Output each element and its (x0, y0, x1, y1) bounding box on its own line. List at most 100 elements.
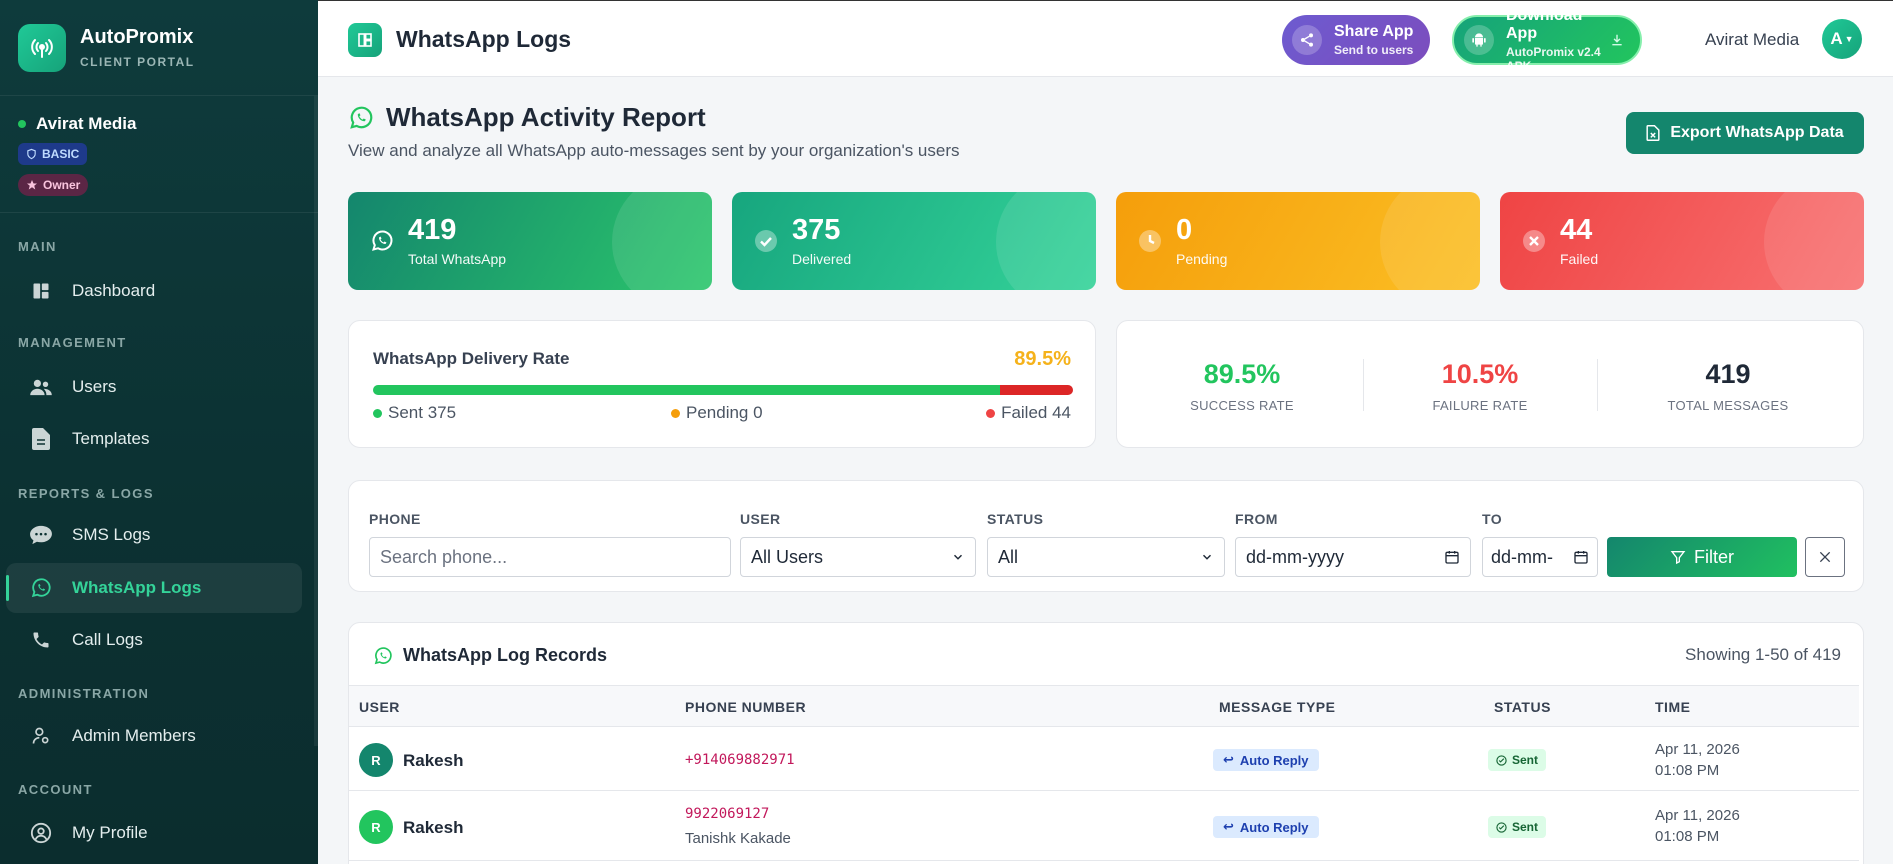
phone-icon (30, 629, 52, 651)
phone-filter-label: PHONE (369, 511, 421, 527)
row-time: Apr 11, 2026 01:08 PM (1655, 805, 1740, 847)
stat-card-delivered: 375 Delivered (732, 192, 1096, 290)
legend-dot (986, 408, 996, 418)
nav-section-management: MANAGEMENT (18, 335, 127, 350)
sidebar-item-label: Dashboard (72, 281, 156, 300)
sidebar-item-sms-logs[interactable]: SMS Logs (6, 510, 302, 560)
delivery-rate-title: WhatsApp Delivery Rate (373, 349, 570, 368)
delivery-rate-value: 89.5% (1014, 348, 1071, 370)
stat-value: 0 (1176, 213, 1193, 246)
row-date: Apr 11, 2026 (1655, 741, 1740, 758)
to-date-value: dd-mm- (1491, 546, 1553, 567)
shield-icon (27, 148, 36, 160)
check-circle-icon (1496, 821, 1507, 833)
metrics-card: 89.5% SUCCESS RATE 10.5% FAILURE RATE 41… (1116, 320, 1864, 448)
user-select[interactable]: All Users (740, 537, 976, 577)
column-user[interactable]: USER (359, 699, 400, 715)
from-date-label: FROM (1235, 511, 1278, 527)
export-whatsapp-data-button[interactable]: Export WhatsApp Data (1626, 112, 1864, 154)
share-app-button[interactable]: Share App Send to users (1282, 15, 1430, 65)
brand: AutoPromix CLIENT PORTAL (0, 0, 318, 96)
role-badge: Owner (18, 174, 89, 196)
stat-label: Pending (1176, 250, 1228, 267)
legend-failed: Failed 44 (986, 403, 1071, 423)
from-date-input[interactable]: dd-mm-yyyy (1235, 537, 1471, 577)
phone-placeholder: Search phone... (380, 546, 508, 567)
metric-divider (1597, 359, 1598, 411)
download-app-button[interactable]: Download App AutoPromix v2.4 APK (1452, 7, 1642, 73)
report-title: WhatsApp Activity Report (348, 102, 706, 133)
avatar: R (359, 810, 393, 844)
row-phone-number[interactable]: +914069882971 (685, 752, 795, 768)
brand-title: AutoPromix (80, 26, 194, 48)
clear-filters-button[interactable] (1805, 537, 1845, 577)
nav-section-account: ACCOUNT (18, 782, 93, 797)
table-row[interactable]: R Rakesh +914069882971 ↩ Auto Reply Sent … (349, 727, 1859, 791)
sidebar-item-call-logs[interactable]: Call Logs (6, 615, 302, 665)
column-time[interactable]: TIME (1655, 699, 1691, 715)
broadcast-icon (18, 23, 66, 72)
row-user-name: Rakesh (403, 818, 464, 837)
org-info: Avirat Media BASIC Owner (0, 96, 318, 213)
org-name-row: Avirat Media (18, 114, 300, 134)
status-badge: Sent (1488, 816, 1547, 838)
whatsapp-icon (374, 646, 392, 664)
row-clock: 01:08 PM (1655, 828, 1720, 845)
org-name: Avirat Media (36, 114, 137, 133)
phone-search-input[interactable]: Search phone... (369, 537, 731, 577)
sidebar-item-label: My Profile (72, 823, 148, 842)
records-title-text: WhatsApp Log Records (403, 645, 608, 665)
stat-label: Delivered (792, 250, 852, 267)
sidebar-item-templates[interactable]: Templates (6, 414, 302, 464)
legend-dot (373, 408, 382, 418)
layout-icon (348, 23, 382, 57)
header-user-name[interactable]: Avirat Media (1705, 30, 1800, 49)
status-select[interactable]: All (987, 537, 1225, 577)
row-phone-number[interactable]: 9922069127 (685, 806, 770, 822)
check-circle-icon (1496, 754, 1507, 766)
column-message-type[interactable]: MESSAGE TYPE (1219, 699, 1336, 715)
funnel-icon (1670, 551, 1686, 565)
export-button-label: Export WhatsApp Data (1670, 124, 1844, 141)
table-row[interactable]: R Rakesh 9922069127 Tanishk Kakade ↩ Auto… (349, 791, 1859, 861)
nav-section-reports: REPORTS & LOGS (18, 486, 154, 501)
sidebar-item-admin-members[interactable]: Admin Members (6, 711, 302, 761)
whatsapp-icon (30, 577, 52, 599)
caret-down-icon: ▼ (1844, 34, 1854, 44)
sidebar-scrollbar[interactable] (314, 96, 318, 746)
download-app-label: Download App (1506, 7, 1583, 42)
to-date-input[interactable]: dd-mm- (1482, 537, 1598, 577)
brand-subtitle: CLIENT PORTAL (80, 55, 195, 69)
column-phone[interactable]: PHONE NUMBER (685, 699, 807, 715)
sidebar-item-dashboard[interactable]: Dashboard (6, 266, 302, 316)
stat-card-total: 419 Total WhatsApp (348, 192, 712, 290)
role-badge-label: Owner (43, 178, 81, 192)
chat-bubble-icon (30, 524, 52, 546)
sidebar-item-users[interactable]: Users (6, 362, 302, 412)
from-date-value: dd-mm-yyyy (1246, 546, 1344, 567)
sidebar-item-label: Users (72, 377, 117, 396)
user-avatar-menu[interactable]: A ▼ (1822, 19, 1862, 59)
report-title-text: WhatsApp Activity Report (386, 102, 706, 132)
delivery-progress-failed (999, 385, 1073, 395)
dashboard-icon (30, 280, 52, 302)
check-circle-icon (754, 229, 778, 253)
row-contact-name: Tanishk Kakade (685, 830, 791, 847)
failure-rate-label: FAILURE RATE (1432, 398, 1528, 413)
sidebar-item-my-profile[interactable]: My Profile (6, 808, 302, 858)
sidebar-item-whatsapp-logs[interactable]: WhatsApp Logs (6, 563, 302, 613)
user-cog-icon (30, 725, 52, 747)
document-icon (30, 428, 52, 450)
file-export-icon (1646, 125, 1660, 141)
column-status[interactable]: STATUS (1494, 699, 1551, 715)
download-icon (1610, 33, 1624, 47)
message-type-label: Auto Reply (1239, 752, 1309, 768)
share-app-label: Share App (1334, 23, 1414, 40)
status-select-value: All (998, 546, 1019, 567)
top-bar: WhatsApp Logs Share App Send to users Do… (318, 0, 1893, 77)
filter-button[interactable]: Filter (1607, 537, 1797, 577)
metric-total: 419 TOTAL MESSAGES (1638, 359, 1818, 413)
failure-rate-value: 10.5% (1441, 359, 1519, 389)
online-status-dot (18, 120, 26, 128)
legend-failed-label: Failed 44 (1001, 403, 1071, 422)
